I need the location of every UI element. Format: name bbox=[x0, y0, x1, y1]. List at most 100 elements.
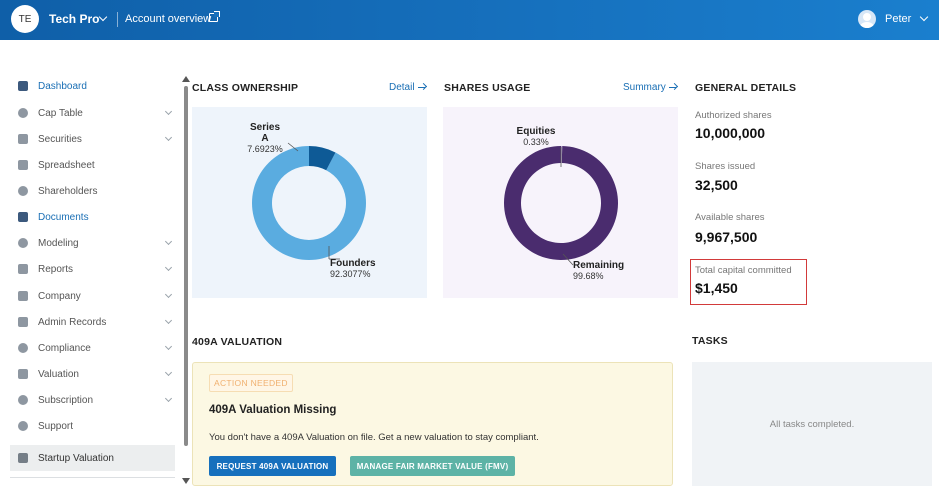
sidebar-item-company[interactable]: Company bbox=[10, 284, 175, 308]
shares-usage-donut bbox=[504, 146, 619, 266]
chevron-down-icon bbox=[164, 263, 173, 272]
company-switcher[interactable]: Tech Pro bbox=[49, 12, 100, 26]
equities-label: Equities 0.33% bbox=[501, 126, 571, 148]
valuation-heading: 409A Valuation Missing bbox=[209, 404, 337, 416]
company-avatar[interactable]: TE bbox=[11, 5, 39, 33]
sidebar-item-label: Startup Valuation bbox=[38, 452, 114, 464]
detail-link[interactable]: Detail bbox=[389, 82, 427, 93]
help-icon bbox=[18, 421, 28, 431]
sidebar-item-label: Subscription bbox=[38, 394, 94, 406]
series-a-label: Series A 7.6923% bbox=[235, 122, 295, 155]
sidebar-scrollbar[interactable] bbox=[184, 86, 188, 446]
authorized-shares-label: Authorized shares bbox=[695, 110, 772, 121]
sidebar-item-label: Valuation bbox=[38, 368, 79, 380]
document-icon bbox=[18, 453, 28, 463]
sidebar-item-compliance[interactable]: Compliance bbox=[10, 336, 175, 360]
shares-issued-value: 32,500 bbox=[695, 177, 738, 193]
sidebar-item-modeling[interactable]: Modeling bbox=[10, 231, 175, 255]
external-link-icon[interactable] bbox=[209, 11, 220, 22]
topbar-divider bbox=[117, 12, 118, 27]
shares-usage-panel: Equities 0.33% Remaining 99.68% bbox=[443, 107, 678, 298]
total-capital-value: $1,450 bbox=[695, 280, 738, 296]
lightbulb-icon bbox=[18, 238, 28, 248]
summary-link[interactable]: Summary bbox=[623, 82, 678, 93]
folder-icon bbox=[18, 212, 28, 222]
sidebar-item-label: Spreadsheet bbox=[38, 159, 95, 171]
sidebar-item-support[interactable]: Support bbox=[10, 414, 175, 438]
dollar-icon bbox=[18, 395, 28, 405]
equities-name: Equities bbox=[516, 126, 556, 137]
sidebar-item-spreadsheet[interactable]: Spreadsheet bbox=[10, 153, 175, 177]
sidebar-item-admin-records[interactable]: Admin Records bbox=[10, 310, 175, 334]
chevron-down-icon bbox=[164, 290, 173, 299]
sidebar-item-label: Reports bbox=[38, 263, 74, 275]
account-overview-link[interactable]: Account overview bbox=[125, 13, 212, 25]
summary-link-label: Summary bbox=[623, 82, 666, 93]
chevron-down-icon bbox=[164, 237, 173, 246]
valuation-message: You don't have a 409A Valuation on file.… bbox=[209, 432, 539, 443]
arrow-right-icon bbox=[668, 84, 678, 92]
sidebar-item-label: Dashboard bbox=[38, 80, 87, 92]
sidebar-item-dashboard[interactable]: Dashboard bbox=[10, 74, 175, 98]
building-icon bbox=[18, 291, 28, 301]
available-shares-value: 9,967,500 bbox=[695, 229, 758, 245]
top-bar: TE Tech Pro Account overview Peter bbox=[0, 0, 939, 40]
detail-link-label: Detail bbox=[389, 82, 415, 93]
user-avatar-icon[interactable] bbox=[858, 10, 876, 28]
spreadsheet-icon bbox=[18, 160, 28, 170]
available-shares-label: Available shares bbox=[695, 212, 765, 223]
founders-pct: 92.3077% bbox=[330, 269, 371, 279]
manage-fmv-button[interactable]: MANAGE FAIR MARKET VALUE (FMV) bbox=[350, 456, 515, 476]
tasks-title: TASKS bbox=[692, 335, 728, 347]
sidebar-item-shareholders[interactable]: Shareholders bbox=[10, 179, 175, 203]
valuation-title: 409A VALUATION bbox=[192, 336, 283, 348]
certificate-icon bbox=[18, 134, 28, 144]
chevron-down-icon bbox=[164, 316, 173, 325]
sidebar-item-securities[interactable]: Securities bbox=[10, 127, 175, 151]
sidebar-item-valuation[interactable]: Valuation bbox=[10, 362, 175, 386]
request-409a-button[interactable]: REQUEST 409A VALUATION bbox=[209, 456, 336, 476]
chevron-down-icon[interactable] bbox=[98, 12, 108, 22]
shield-icon bbox=[18, 343, 28, 353]
sidebar-item-documents[interactable]: Documents bbox=[10, 205, 175, 229]
action-needed-badge: ACTION NEEDED bbox=[209, 374, 293, 392]
bar-chart-icon bbox=[18, 369, 28, 379]
scroll-down-arrow-icon[interactable] bbox=[182, 478, 190, 484]
chevron-down-icon bbox=[164, 368, 173, 377]
shares-issued-label: Shares issued bbox=[695, 161, 756, 172]
sidebar-item-label: Company bbox=[38, 290, 81, 302]
sidebar-item-reports[interactable]: Reports bbox=[10, 257, 175, 281]
sidebar-item-label: Modeling bbox=[38, 237, 79, 249]
authorized-shares-value: 10,000,000 bbox=[695, 125, 766, 141]
donut-slice-founders[interactable] bbox=[252, 146, 366, 260]
sidebar-item-label: Shareholders bbox=[38, 185, 98, 197]
chevron-down-icon bbox=[164, 342, 173, 351]
class-ownership-panel: Series A 7.6923% Founders 92.3077% bbox=[192, 107, 427, 298]
remaining-label: Remaining 99.68% bbox=[573, 260, 643, 282]
founders-label: Founders 92.3077% bbox=[330, 258, 390, 280]
dashboard-icon bbox=[18, 81, 28, 91]
chevron-down-icon[interactable] bbox=[919, 12, 929, 22]
equities-pct: 0.33% bbox=[523, 137, 549, 147]
donut-slice-series-a[interactable] bbox=[309, 146, 336, 171]
sidebar-item-startup-valuation[interactable]: Startup Valuation bbox=[10, 445, 175, 471]
founders-name: Founders bbox=[330, 258, 376, 269]
chevron-down-icon bbox=[164, 394, 173, 403]
tasks-empty-text: All tasks completed. bbox=[769, 418, 855, 430]
sidebar-item-label: Compliance bbox=[38, 342, 91, 354]
user-icon bbox=[18, 186, 28, 196]
capital-highlight-box bbox=[690, 259, 807, 305]
sidebar-item-subscription[interactable]: Subscription bbox=[10, 388, 175, 412]
sidebar-item-label: Cap Table bbox=[38, 107, 83, 119]
scroll-up-arrow-icon[interactable] bbox=[182, 76, 190, 82]
class-ownership-title: CLASS OWNERSHIP bbox=[192, 82, 299, 94]
donut-slice-remaining[interactable] bbox=[504, 146, 619, 260]
class-ownership-donut bbox=[252, 142, 366, 260]
user-menu[interactable]: Peter bbox=[885, 13, 912, 25]
sidebar-item-label: Support bbox=[38, 420, 74, 432]
pie-chart-icon bbox=[18, 108, 28, 118]
shares-usage-title: SHARES USAGE bbox=[444, 82, 531, 94]
remaining-name: Remaining bbox=[573, 260, 625, 271]
sidebar-item-cap-table[interactable]: Cap Table bbox=[10, 101, 175, 125]
series-a-pct: 7.6923% bbox=[247, 144, 283, 154]
